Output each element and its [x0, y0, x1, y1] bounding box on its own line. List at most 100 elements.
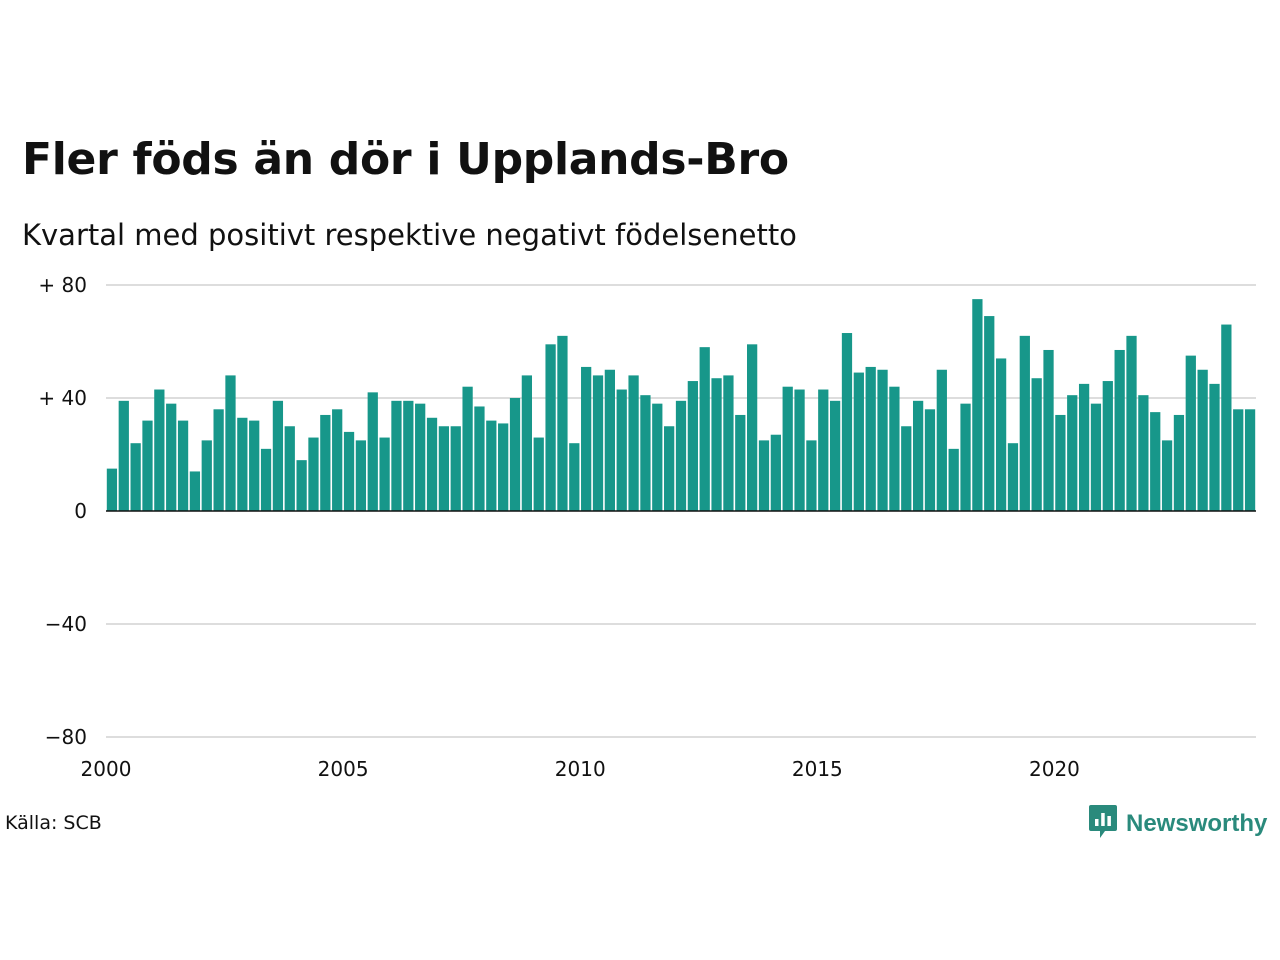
- bar: [960, 403, 971, 511]
- bar: [782, 386, 793, 511]
- bar: [1244, 409, 1256, 511]
- bar: [1138, 395, 1149, 511]
- bar: [1150, 412, 1161, 511]
- bar: [581, 366, 592, 511]
- bar: [415, 403, 426, 511]
- chart-subtitle: Kvartal med positivt respektive negativt…: [22, 218, 797, 252]
- bar: [1173, 414, 1185, 511]
- bar: [249, 420, 260, 511]
- bar: [877, 369, 888, 511]
- y-tick-label: + 40: [38, 386, 87, 410]
- bar: [177, 420, 189, 511]
- bar: [308, 437, 319, 511]
- bar: [1090, 403, 1102, 511]
- newsworthy-logo-icon: [1088, 804, 1118, 844]
- bar: [474, 406, 485, 511]
- bar: [403, 400, 414, 511]
- bar: [498, 423, 509, 511]
- bar: [438, 426, 450, 511]
- bar: [794, 389, 805, 511]
- bar: [355, 440, 367, 511]
- y-tick-label: + 80: [38, 273, 87, 297]
- bar: [711, 378, 722, 511]
- bar: [166, 403, 177, 511]
- bar: [1233, 409, 1244, 511]
- bar: [628, 375, 639, 511]
- bar: [154, 389, 165, 511]
- bar: [699, 347, 710, 511]
- bar: [296, 460, 307, 511]
- bar: [569, 443, 580, 511]
- bar: [320, 414, 331, 511]
- brand-name: Newsworthy: [1126, 810, 1268, 837]
- y-tick-label: −40: [45, 612, 87, 636]
- bar: [332, 409, 343, 511]
- bar: [1043, 349, 1054, 511]
- bar: [260, 448, 272, 511]
- bar: [1221, 324, 1232, 511]
- bar: [201, 440, 212, 511]
- bar: [343, 431, 355, 511]
- bar: [379, 437, 390, 511]
- bar: [640, 395, 651, 511]
- bar: [829, 400, 841, 511]
- bar: [770, 434, 781, 511]
- bar: [189, 471, 201, 511]
- bar: [652, 403, 663, 511]
- bar: [723, 375, 734, 511]
- bar: [1007, 443, 1019, 511]
- bar-chart: + 80 + 40 0 −40 −80 2000 2005 2010 2015 2020: [38, 273, 1256, 781]
- x-tick-label: 2020: [1029, 757, 1080, 781]
- bar: [924, 409, 936, 511]
- bar: [509, 398, 521, 511]
- bar: [284, 426, 295, 511]
- chart-title: Fler föds än dör i Upplands-Bro: [22, 134, 789, 185]
- bar: [130, 443, 141, 511]
- bar: [889, 386, 900, 511]
- bar: [462, 386, 473, 511]
- x-tick-label: 2000: [81, 757, 132, 781]
- bar: [901, 426, 912, 511]
- bar: [1102, 381, 1113, 511]
- bar: [1055, 414, 1066, 511]
- bar: [675, 400, 687, 511]
- x-tick-label: 2005: [318, 757, 369, 781]
- bar: [1161, 440, 1173, 511]
- bar: [225, 375, 236, 511]
- bar: [391, 400, 402, 511]
- bar: [213, 409, 224, 511]
- bar: [984, 316, 995, 511]
- bar: [948, 448, 959, 511]
- bar: [1185, 355, 1196, 511]
- bar: [1031, 378, 1042, 511]
- brand-logo: Newsworthy: [1088, 804, 1267, 844]
- bar: [545, 344, 556, 511]
- source-note: Källa: SCB: [5, 812, 102, 834]
- bar-series: [106, 299, 1256, 511]
- bar: [972, 299, 983, 511]
- bar: [272, 400, 284, 511]
- bar: [557, 335, 568, 511]
- x-axis: 2000 2005 2010 2015 2020: [81, 757, 1080, 781]
- bar: [841, 333, 853, 511]
- bar: [1078, 383, 1090, 511]
- bar: [450, 426, 461, 511]
- bar: [118, 400, 129, 511]
- x-tick-label: 2015: [792, 757, 843, 781]
- bar: [486, 420, 497, 511]
- bar: [818, 389, 829, 511]
- bar: [592, 375, 604, 511]
- y-tick-label: 0: [74, 499, 87, 523]
- bar: [533, 437, 544, 511]
- bar: [142, 420, 153, 511]
- bar: [687, 381, 698, 511]
- bar: [806, 440, 817, 511]
- bar: [521, 375, 533, 511]
- bar: [106, 468, 118, 511]
- y-axis: + 80 + 40 0 −40 −80: [38, 273, 87, 749]
- bar: [865, 366, 876, 511]
- bar: [1197, 369, 1208, 511]
- bar: [995, 358, 1007, 511]
- bar: [616, 389, 627, 511]
- bar: [936, 369, 947, 511]
